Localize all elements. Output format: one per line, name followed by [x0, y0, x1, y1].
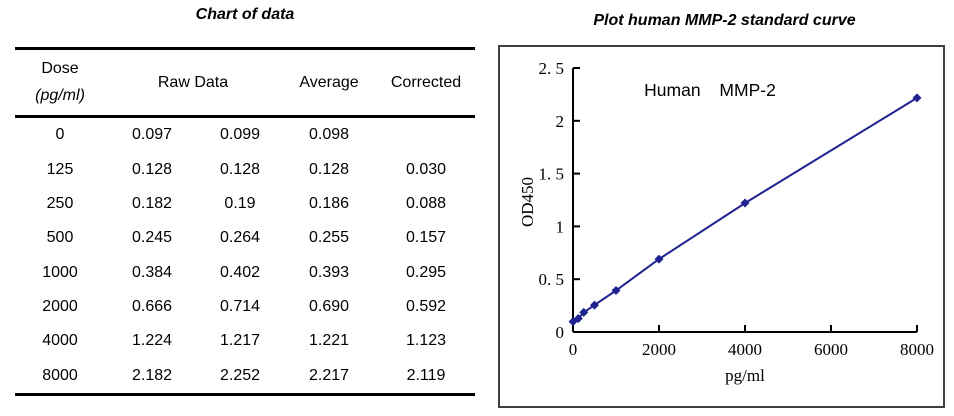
- table-cell-dose: 0: [55, 126, 65, 144]
- table-row: 8000 2.182 2.252 2.217 2.119: [15, 359, 475, 393]
- table-cell-raw2: 2.252: [219, 366, 261, 384]
- table-cell-dose: 125: [46, 160, 74, 178]
- data-point-marker: [912, 93, 922, 103]
- table-body: 0 0.097 0.099 0.098 125 0.128 0.128 0.128 0.030 2…: [15, 118, 475, 393]
- table-cell-raw1: 2.182: [131, 366, 173, 384]
- plot-title: Plot human MMP-2 standard curve: [593, 12, 856, 29]
- data-point-marker: [573, 313, 583, 323]
- x-tick-label: 8000: [900, 340, 934, 359]
- table-cell-average: 0.690: [308, 298, 350, 316]
- table-cell-dose: 4000: [42, 332, 78, 350]
- data-point-marker: [740, 198, 750, 208]
- table-cell-raw2: 0.264: [219, 229, 261, 247]
- series-line: [572, 97, 918, 323]
- header-dose: Dose (pg/ml): [15, 60, 105, 105]
- table-cell-corrected: 0.088: [405, 194, 447, 212]
- y-tick-label: 0: [556, 323, 565, 342]
- y-axis-label: OD450: [518, 177, 537, 227]
- table-cell-raw1: 0.128: [131, 160, 173, 178]
- table-row: 250 0.182 0.19 0.186 0.088: [15, 187, 475, 221]
- table-cell-dose: 500: [46, 229, 74, 247]
- table-cell-corrected: 0.157: [405, 229, 447, 247]
- y-tick-label: 1: [556, 217, 565, 236]
- table-cell-raw2: 1.217: [219, 332, 261, 350]
- header-average: Average: [299, 73, 359, 91]
- table-cell-raw1: 0.384: [131, 263, 173, 281]
- header-dose-unit: (pg/ml): [35, 87, 85, 104]
- table-row: 2000 0.666 0.714 0.690 0.592: [15, 290, 475, 324]
- table-cell-raw2: 0.402: [219, 263, 261, 281]
- data-table: Dose (pg/ml) Raw Data Average Corrected …: [15, 47, 475, 396]
- header-corrected: Corrected: [390, 73, 462, 91]
- table-cell-average: 0.128: [308, 160, 350, 178]
- table-cell-average: 2.217: [308, 366, 350, 384]
- x-tick-label: 0: [569, 340, 578, 359]
- table-cell-raw2: 0.714: [219, 298, 261, 316]
- x-tick-label: 4000: [728, 340, 762, 359]
- y-tick-label: 0. 5: [539, 270, 565, 289]
- table-cell-corrected: 2.119: [406, 366, 446, 384]
- y-tick-label: 1. 5: [539, 165, 565, 184]
- y-tick-label: 2: [556, 112, 565, 131]
- table-cell-average: 0.186: [308, 194, 350, 212]
- table-cell-raw1: 0.666: [131, 298, 173, 316]
- x-tick-label: 6000: [814, 340, 848, 359]
- table-cell-raw1: 0.097: [131, 126, 173, 144]
- table-cell-dose: 8000: [42, 366, 78, 384]
- table-row: 1000 0.384 0.402 0.393 0.295: [15, 256, 475, 290]
- table-cell-raw1: 0.245: [131, 229, 173, 247]
- data-point-marker: [611, 285, 621, 295]
- x-axis-label: pg/ml: [725, 366, 765, 385]
- chart-frame: 0 0. 5 1 1. 5 2 2. 5 0 2000 4000 6000 8000 pg/ml OD4…: [498, 45, 945, 408]
- table-cell-dose: 250: [46, 194, 74, 212]
- table-cell-average: 1.221: [308, 332, 350, 350]
- table-cell-corrected: 0.592: [405, 298, 447, 316]
- table-cell-average: 0.393: [308, 263, 350, 281]
- table-cell-corrected: 0.030: [405, 160, 447, 178]
- table-cell-dose: 1000: [42, 263, 78, 281]
- table-row: 125 0.128 0.128 0.128 0.030: [15, 152, 475, 186]
- table-cell-corrected: 1.123: [405, 332, 447, 350]
- table-cell-raw1: 0.182: [131, 194, 173, 212]
- table-row: 500 0.245 0.264 0.255 0.157: [15, 221, 475, 255]
- table-row: 4000 1.224 1.217 1.221 1.123: [15, 324, 475, 358]
- table-cell-average: 0.255: [308, 229, 350, 247]
- x-tick-label: 2000: [642, 340, 676, 359]
- table-cell-dose: 2000: [42, 298, 78, 316]
- table-cell-raw2: 0.099: [219, 126, 261, 144]
- header-dose-label: Dose: [41, 60, 79, 77]
- table-cell-raw2: 0.19: [224, 194, 256, 212]
- standard-curve-chart: 0 0. 5 1 1. 5 2 2. 5 0 2000 4000 6000 8000 pg/ml OD4…: [518, 59, 934, 385]
- table-title: Chart of data: [195, 6, 295, 23]
- y-tick-label: 2. 5: [539, 59, 565, 78]
- table-header: Dose (pg/ml) Raw Data Average Corrected: [15, 50, 475, 118]
- table-row: 0 0.097 0.099 0.098: [15, 118, 475, 152]
- table-cell-raw2: 0.128: [219, 160, 261, 178]
- series-label: Human MMP-2: [644, 80, 776, 100]
- header-raw-data: Raw Data: [157, 73, 229, 91]
- data-point-marker: [590, 300, 599, 310]
- table-cell-average: 0.098: [308, 126, 350, 144]
- data-point-marker: [579, 307, 589, 317]
- table-cell-corrected: 0.295: [405, 263, 447, 281]
- table-cell-raw1: 1.224: [131, 332, 173, 350]
